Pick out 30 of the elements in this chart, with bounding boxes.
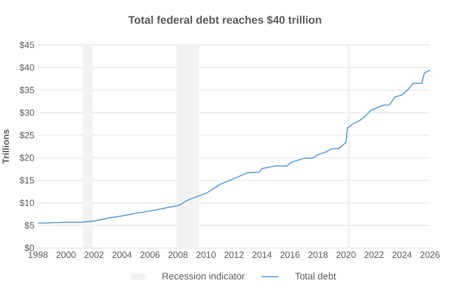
x-tick-label: 2000 — [56, 252, 76, 258]
y-tick-label: $15 — [20, 176, 34, 184]
x-tick-label: 2008 — [168, 252, 188, 258]
y-tick-label: $30 — [20, 109, 34, 116]
x-tick-label: 2006 — [140, 252, 160, 258]
y-tick-label: $35 — [20, 86, 34, 94]
y-tick-label: $40 — [20, 64, 34, 72]
y-tick-label: $25 — [20, 132, 34, 139]
x-tick-label: 2010 — [196, 252, 216, 258]
x-tick-label: 2004 — [112, 252, 132, 258]
x-tick-label: 2022 — [364, 252, 384, 258]
y-tick-label: $20 — [20, 154, 34, 162]
chart-title: Total federal debt reaches $40 trillion — [128, 16, 322, 24]
legend-label: Total debt — [295, 272, 336, 280]
x-tick-label: 2016 — [280, 252, 300, 258]
y-tick-label: $10 — [20, 199, 34, 207]
y-tick-label: $45 — [20, 41, 34, 49]
x-tick-label: 1998 — [28, 252, 48, 258]
x-tick-label: 2002 — [84, 252, 104, 258]
legend-label: Recession indicator — [162, 272, 245, 280]
x-tick-label: 2014 — [252, 252, 272, 258]
x-tick-label: 2020 — [336, 252, 356, 258]
x-tick-label: 2024 — [392, 252, 412, 258]
line-series — [38, 70, 430, 224]
y-tick-label: $5 — [24, 222, 34, 230]
x-tick-label: 2012 — [224, 252, 244, 258]
y-axis-title: Trillions — [2, 130, 9, 164]
x-tick-label: 2026 — [420, 252, 440, 258]
x-tick-label: 2018 — [308, 252, 328, 258]
y-tick-label: $0 — [24, 244, 34, 252]
